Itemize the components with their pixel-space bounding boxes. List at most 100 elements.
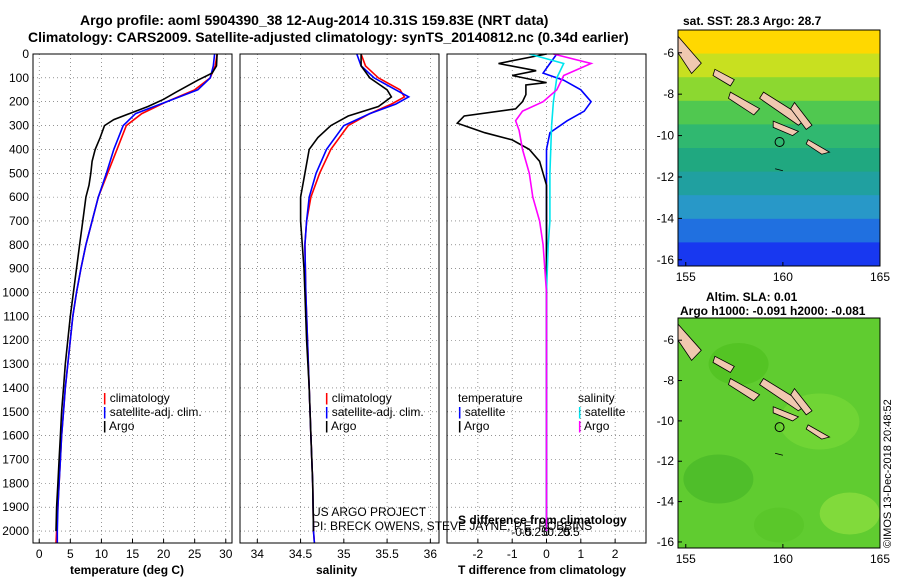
map-lon-label: 155: [676, 552, 696, 566]
panel-temperature: [32, 53, 233, 544]
map-lat-label: -14: [657, 211, 675, 225]
sst-band: [678, 53, 880, 78]
island: [775, 452, 783, 456]
legend-swatch-argo: |: [325, 419, 329, 433]
legend-title: salinity: [578, 391, 615, 405]
map-frame: [677, 29, 881, 267]
island: [805, 139, 831, 155]
legend-label: climatology: [109, 391, 170, 405]
island: [772, 120, 800, 137]
x-tick-label: 1: [577, 547, 584, 561]
x-tick-label: 15: [126, 547, 140, 561]
legend-label: Argo: [584, 419, 610, 433]
island: [774, 168, 784, 172]
island: [790, 101, 813, 130]
depth-tick-label: 200: [9, 95, 29, 109]
island: [805, 424, 831, 440]
legend-label: climatology: [331, 391, 392, 405]
panel-frame: [239, 53, 440, 544]
depth-tick-label: 400: [9, 142, 29, 156]
depth-tick-label: 1600: [2, 429, 29, 443]
depth-tick-label: 1700: [2, 453, 29, 467]
depth-tick-label: 1100: [3, 309, 29, 323]
map-top: [677, 29, 881, 267]
sst-band: [678, 148, 880, 173]
map-lat-label: -16: [657, 535, 675, 549]
temperature-legend: | climatology | satellite-adj. clim. | A…: [103, 391, 202, 433]
island: [712, 355, 735, 374]
series-line-satellite-adj-clim-: [56, 53, 216, 543]
legend-swatch-climatology: |: [103, 391, 107, 405]
legend-title: temperature: [458, 391, 523, 405]
depth-tick-label: 800: [9, 238, 29, 252]
depth-tick-label: 1800: [2, 476, 29, 490]
depth-tick-label: 1900: [2, 500, 29, 514]
legend-label: satellite: [584, 405, 626, 419]
sla-anomaly-patch: [754, 507, 804, 543]
sla-anomaly-patch: [819, 492, 880, 535]
map-bottom: [677, 317, 881, 549]
x-tick-label: 34: [251, 547, 265, 561]
sdiff-top-label: S difference from climatology: [458, 513, 627, 527]
island: [772, 406, 800, 422]
depth-tick-label: 1200: [2, 333, 29, 347]
legend-label: Argo: [109, 419, 135, 433]
depth-tick-label: 900: [9, 262, 29, 276]
sla-map-argo-heights: Argo h1000: -0.091 h2000: -0.081: [680, 304, 866, 318]
map-lon-label: 160: [773, 270, 793, 284]
map-lon-label: 165: [870, 270, 890, 284]
sla-map-title: Altim. SLA: 0.01: [706, 290, 798, 304]
depth-tick-label: 500: [9, 166, 29, 180]
map-lon-label: 160: [773, 552, 793, 566]
legend-label: satellite-adj. clim.: [331, 405, 424, 419]
tdiff-legend: temperature | satellite | Argo: [458, 391, 523, 433]
legend-swatch-climatology: |: [325, 391, 329, 405]
depth-tick-label: 1000: [2, 286, 29, 300]
legend-label: Argo: [464, 419, 490, 433]
x-tick-label: 0: [36, 547, 43, 561]
top-x-tick-label: 0.5: [563, 525, 580, 539]
map-frame: [677, 317, 881, 549]
x-tick-label: 35.5: [375, 547, 399, 561]
x-tick-label: 0: [543, 547, 550, 561]
legend-label: satellite-adj. clim.: [109, 405, 202, 419]
legend-swatch-sal-argo: |: [578, 419, 582, 433]
credit-project: US ARGO PROJECT: [312, 505, 427, 519]
tdiff-xlabel: T difference from climatology: [458, 563, 627, 577]
legend-swatch-satellite: |: [325, 405, 329, 419]
panel-salinity: [239, 53, 440, 544]
x-tick-label: 2: [612, 547, 619, 561]
depth-tick-label: 600: [9, 190, 29, 204]
x-tick-label: 30: [219, 547, 233, 561]
map-lat-label: -6: [663, 46, 674, 60]
x-tick-label: 25: [188, 547, 202, 561]
series-line-climatology: [304, 53, 406, 544]
depth-tick-label: 700: [9, 214, 29, 228]
map-lat-label: -6: [663, 333, 674, 347]
map-lat-label: -8: [663, 87, 674, 101]
depth-tick-label: 300: [9, 119, 29, 133]
x-tick-label: 20: [157, 547, 171, 561]
legend-swatch-argo: |: [458, 419, 462, 433]
depth-tick-label: 1500: [2, 405, 29, 419]
depth-tick-label: 2000: [2, 524, 29, 538]
x-tick-label: -1: [507, 547, 518, 561]
depth-tick-label: 100: [9, 71, 29, 85]
map-lat-label: -12: [657, 170, 675, 184]
sst-band: [678, 218, 880, 243]
x-tick-label: 34.5: [289, 547, 313, 561]
salinity-xlabel: salinity: [316, 563, 358, 577]
series-line-satellite-adj-clim-: [304, 53, 411, 544]
x-tick-label: 10: [95, 547, 109, 561]
credit-pi: PI: BRECK OWENS, STEVE JAYNE, P.E. ROBBI…: [312, 519, 593, 533]
map-lon-label: 155: [676, 270, 696, 284]
map-lat-label: -12: [657, 454, 675, 468]
float-position-marker: [774, 422, 785, 433]
depth-tick-label: 1400: [2, 381, 29, 395]
depth-tick-label: 0: [22, 47, 29, 61]
island: [790, 387, 813, 416]
island: [728, 91, 761, 116]
plot-title-line1: Argo profile: aoml 5904390_38 12-Aug-201…: [80, 12, 549, 28]
x-tick-label: 5: [67, 547, 74, 561]
